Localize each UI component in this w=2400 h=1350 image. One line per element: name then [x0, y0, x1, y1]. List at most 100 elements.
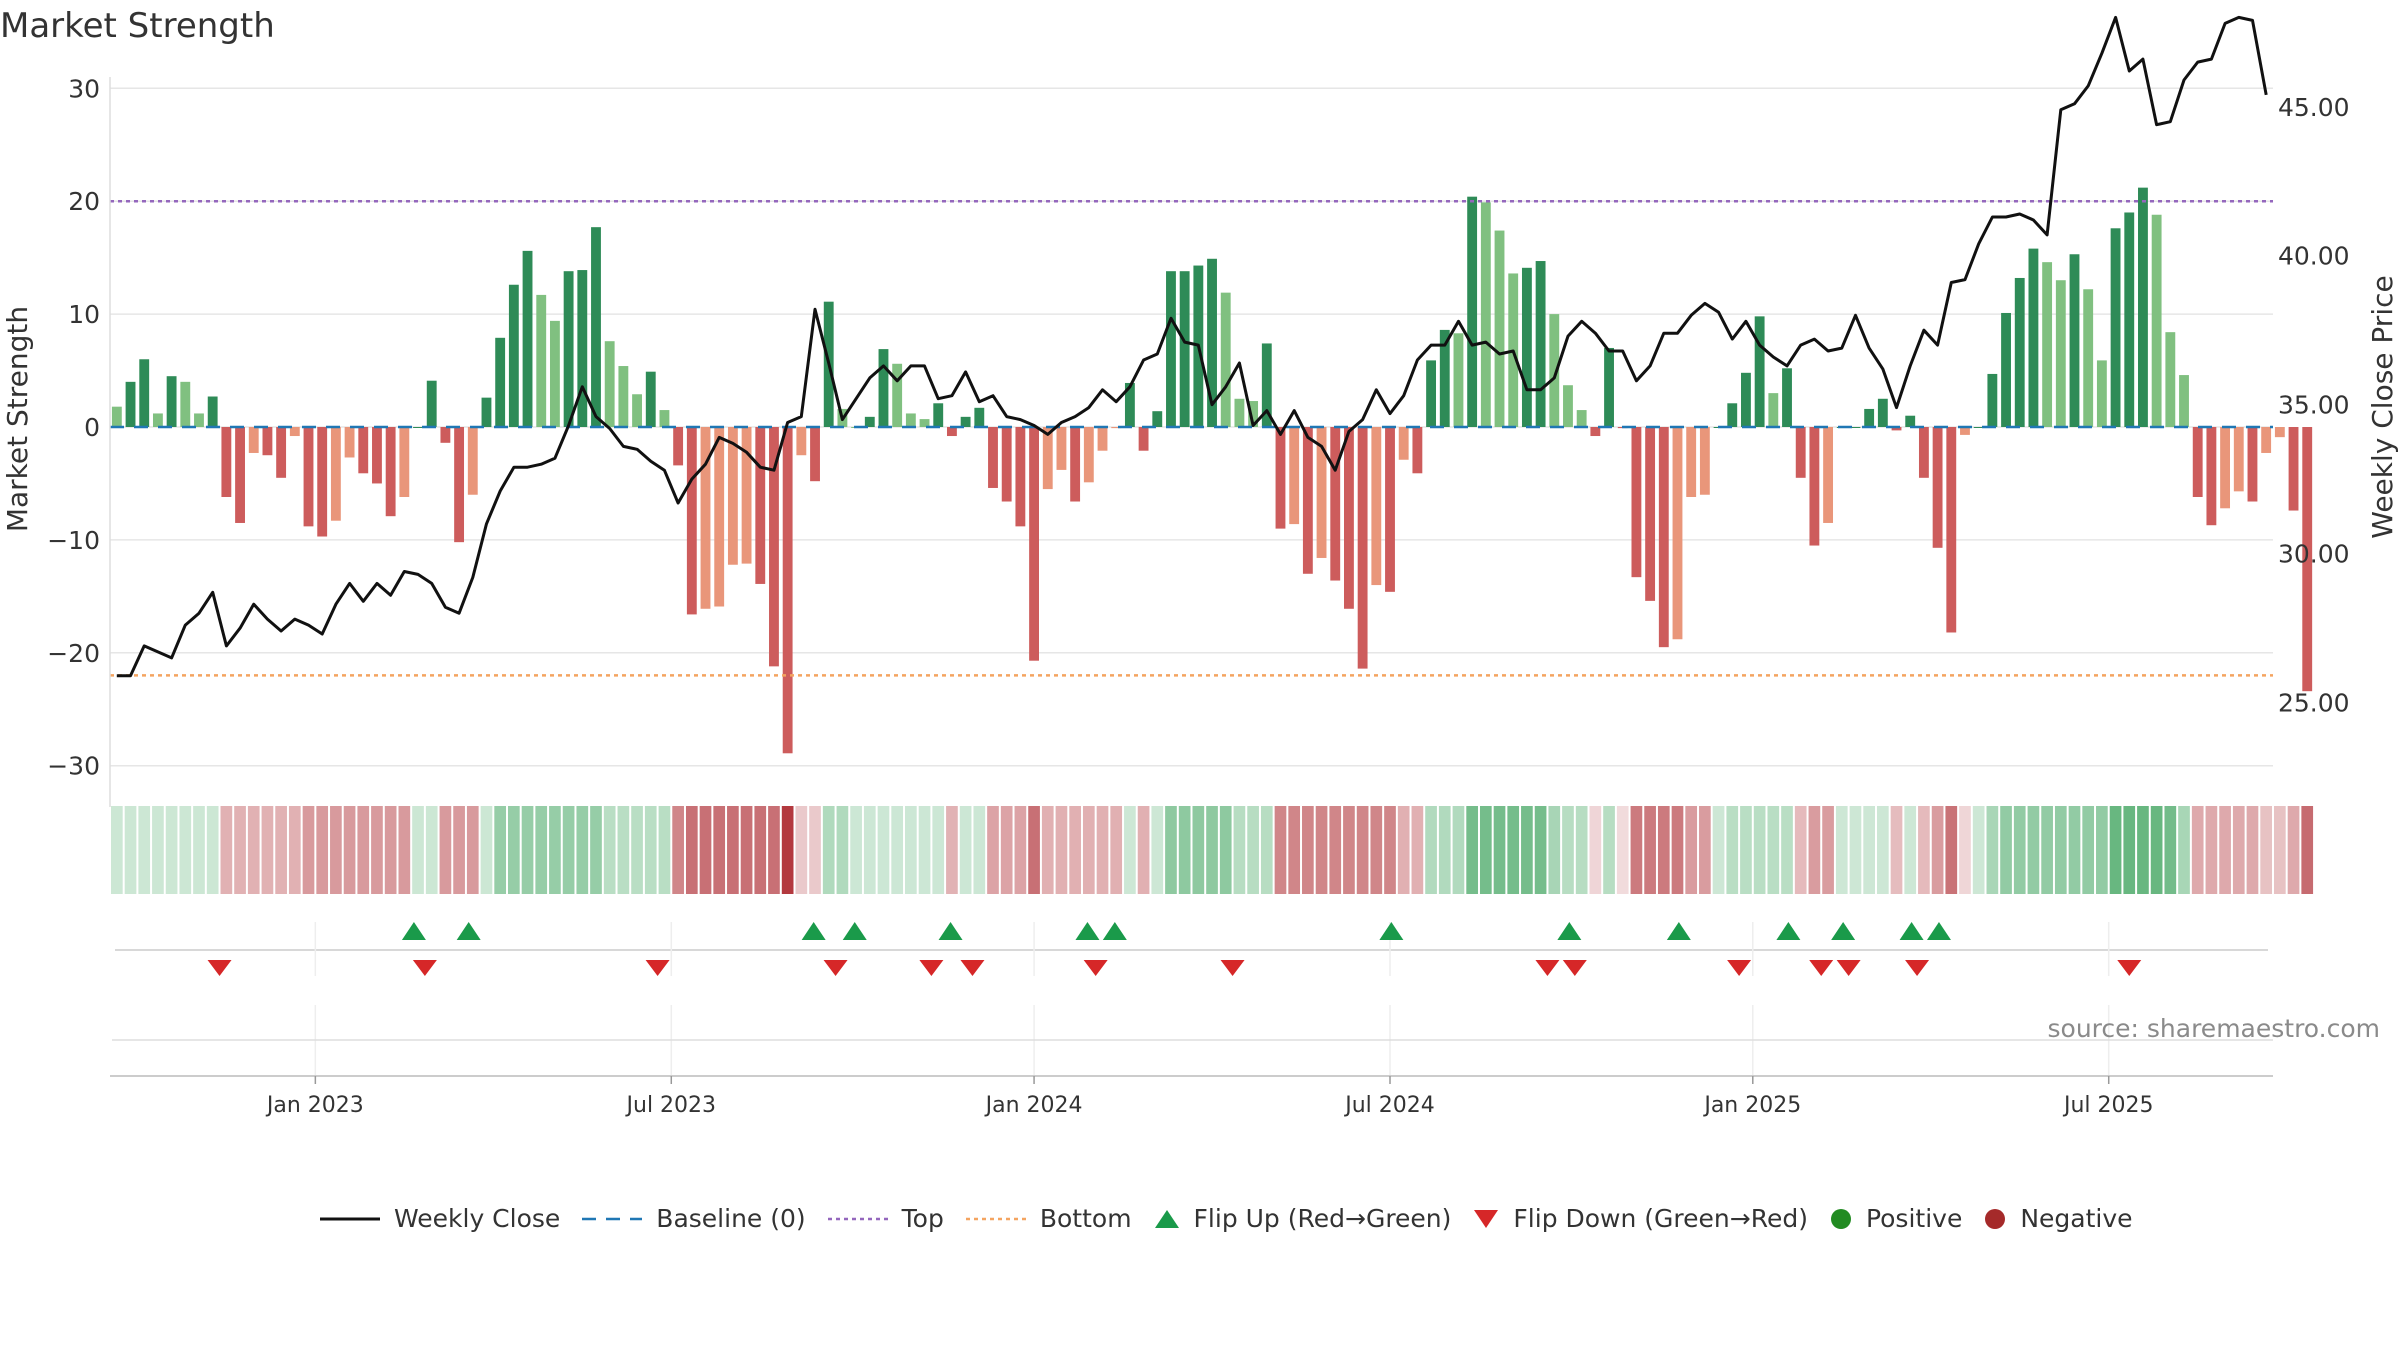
strength-bar-negative — [673, 427, 684, 466]
strength-bar-negative — [1330, 427, 1341, 581]
heat-cell-negative — [1274, 806, 1287, 894]
flip-down-marker — [1727, 960, 1752, 976]
strength-bar-negative — [1960, 427, 1970, 435]
heat-cell-positive — [2096, 806, 2108, 894]
heat-cell-positive — [2137, 806, 2149, 894]
strength-bar-positive — [152, 413, 163, 427]
strength-bar-positive — [2042, 262, 2053, 427]
legend-label-positive: Positive — [1865, 1204, 1963, 1233]
chart-title: Market Strength — [0, 6, 275, 46]
strength-bar-negative — [755, 427, 766, 584]
legend-label-negative: Negative — [2020, 1204, 2133, 1233]
heat-cell-positive — [863, 806, 876, 894]
strength-bar-positive — [2165, 332, 2176, 427]
heat-cell-positive — [2013, 806, 2026, 894]
strength-bar-negative — [988, 427, 998, 488]
strength-bar-positive — [1782, 368, 1792, 427]
heat-cell-negative — [1343, 806, 1355, 894]
heat-cell-negative — [699, 806, 712, 894]
heat-cell-positive — [1712, 806, 1725, 894]
strength-bar-positive — [1973, 427, 1984, 428]
heat-cell-positive — [1753, 806, 1766, 894]
heat-cell-positive — [165, 806, 178, 894]
strength-bar-negative — [1275, 427, 1286, 529]
strength-bar-negative — [467, 427, 478, 495]
heat-cell-positive — [2082, 806, 2095, 894]
heat-cell-negative — [384, 806, 397, 894]
heat-cell-negative — [1315, 806, 1328, 894]
flip-down-marker — [1083, 960, 1108, 976]
heat-cell-positive — [1151, 806, 1164, 894]
strength-bar-negative — [385, 427, 396, 517]
y-tick-label: 30 — [68, 74, 100, 103]
flip-up-marker — [456, 922, 481, 940]
heat-cell-positive — [2178, 806, 2190, 894]
heat-cell-negative — [1630, 806, 1643, 894]
heat-cell-positive — [1562, 806, 1574, 894]
y2-tick-label: 40.00 — [2278, 242, 2350, 271]
strength-bar-positive — [2151, 214, 2162, 427]
flip-down-marker — [2117, 960, 2142, 976]
strength-bar-positive — [1727, 403, 1738, 427]
heat-cell-positive — [2123, 806, 2136, 894]
strength-bar-negative — [741, 427, 752, 564]
heat-cell-negative — [1822, 806, 1834, 894]
heat-cell-positive — [658, 806, 671, 894]
strength-bar-positive — [1467, 196, 1478, 427]
strength-bar-positive — [892, 363, 903, 427]
strength-bar-negative — [2261, 427, 2272, 453]
heat-cell-negative — [1685, 806, 1698, 894]
triangle-down-icon — [1474, 1209, 1499, 1228]
heat-cell-positive — [508, 806, 520, 894]
heat-cell-positive — [179, 806, 192, 894]
heat-cell-negative — [1096, 806, 1109, 894]
flip-up-marker — [401, 922, 426, 940]
heat-cell-negative — [343, 806, 356, 894]
heat-cell-negative — [2219, 806, 2231, 894]
heat-cell-negative — [809, 806, 821, 894]
heat-cell-negative — [1699, 806, 1711, 894]
strength-bar-negative — [1809, 427, 1820, 546]
strength-bar-negative — [1412, 427, 1423, 474]
x-tick-label: Jul 2025 — [2062, 1093, 2154, 1118]
strength-bar-negative — [2288, 427, 2299, 511]
heat-cell-positive — [2041, 806, 2053, 894]
strength-bar-negative — [1398, 427, 1409, 460]
strength-bar-negative — [440, 427, 451, 443]
heat-band — [111, 806, 2314, 894]
heat-cell-negative — [2191, 806, 2204, 894]
strength-bar-negative — [289, 427, 300, 437]
heat-cell-negative — [316, 806, 329, 894]
flip-up-marker — [1666, 922, 1691, 940]
heat-cell-positive — [480, 806, 493, 894]
flip-down-marker — [960, 960, 985, 976]
y-tick-label: −10 — [47, 526, 100, 555]
strength-bar-negative — [399, 427, 410, 497]
strength-bar-negative — [686, 427, 697, 615]
strength-bar-positive — [508, 284, 519, 427]
heat-cell-positive — [1740, 806, 1752, 894]
strength-bar-positive — [2083, 289, 2094, 427]
strength-bar-negative — [1686, 427, 1697, 497]
strength-bar-positive — [111, 406, 122, 427]
heat-cell-positive — [836, 806, 849, 894]
strength-bar-positive — [1877, 398, 1888, 427]
strength-bar-negative — [1357, 427, 1368, 669]
legend-item-top: Top — [827, 1204, 944, 1233]
strength-bar-positive — [495, 337, 506, 427]
heat-cell-positive — [2109, 806, 2122, 894]
heat-cell-positive — [1260, 806, 1273, 894]
heat-cell-negative — [672, 806, 684, 894]
y2-tick-label: 30.00 — [2278, 540, 2350, 569]
y-tick-label: −30 — [47, 752, 100, 781]
heat-cell-positive — [494, 806, 507, 894]
heat-cell-positive — [152, 806, 164, 894]
strength-bar-positive — [125, 381, 136, 427]
heat-cell-positive — [1124, 806, 1136, 894]
heat-cell-positive — [1192, 806, 1205, 894]
heat-cell-positive — [562, 806, 575, 894]
heat-cell-positive — [2068, 806, 2081, 894]
strength-bar-positive — [645, 371, 656, 427]
strength-bar-negative — [1344, 427, 1354, 609]
strength-bar-positive — [905, 413, 916, 427]
